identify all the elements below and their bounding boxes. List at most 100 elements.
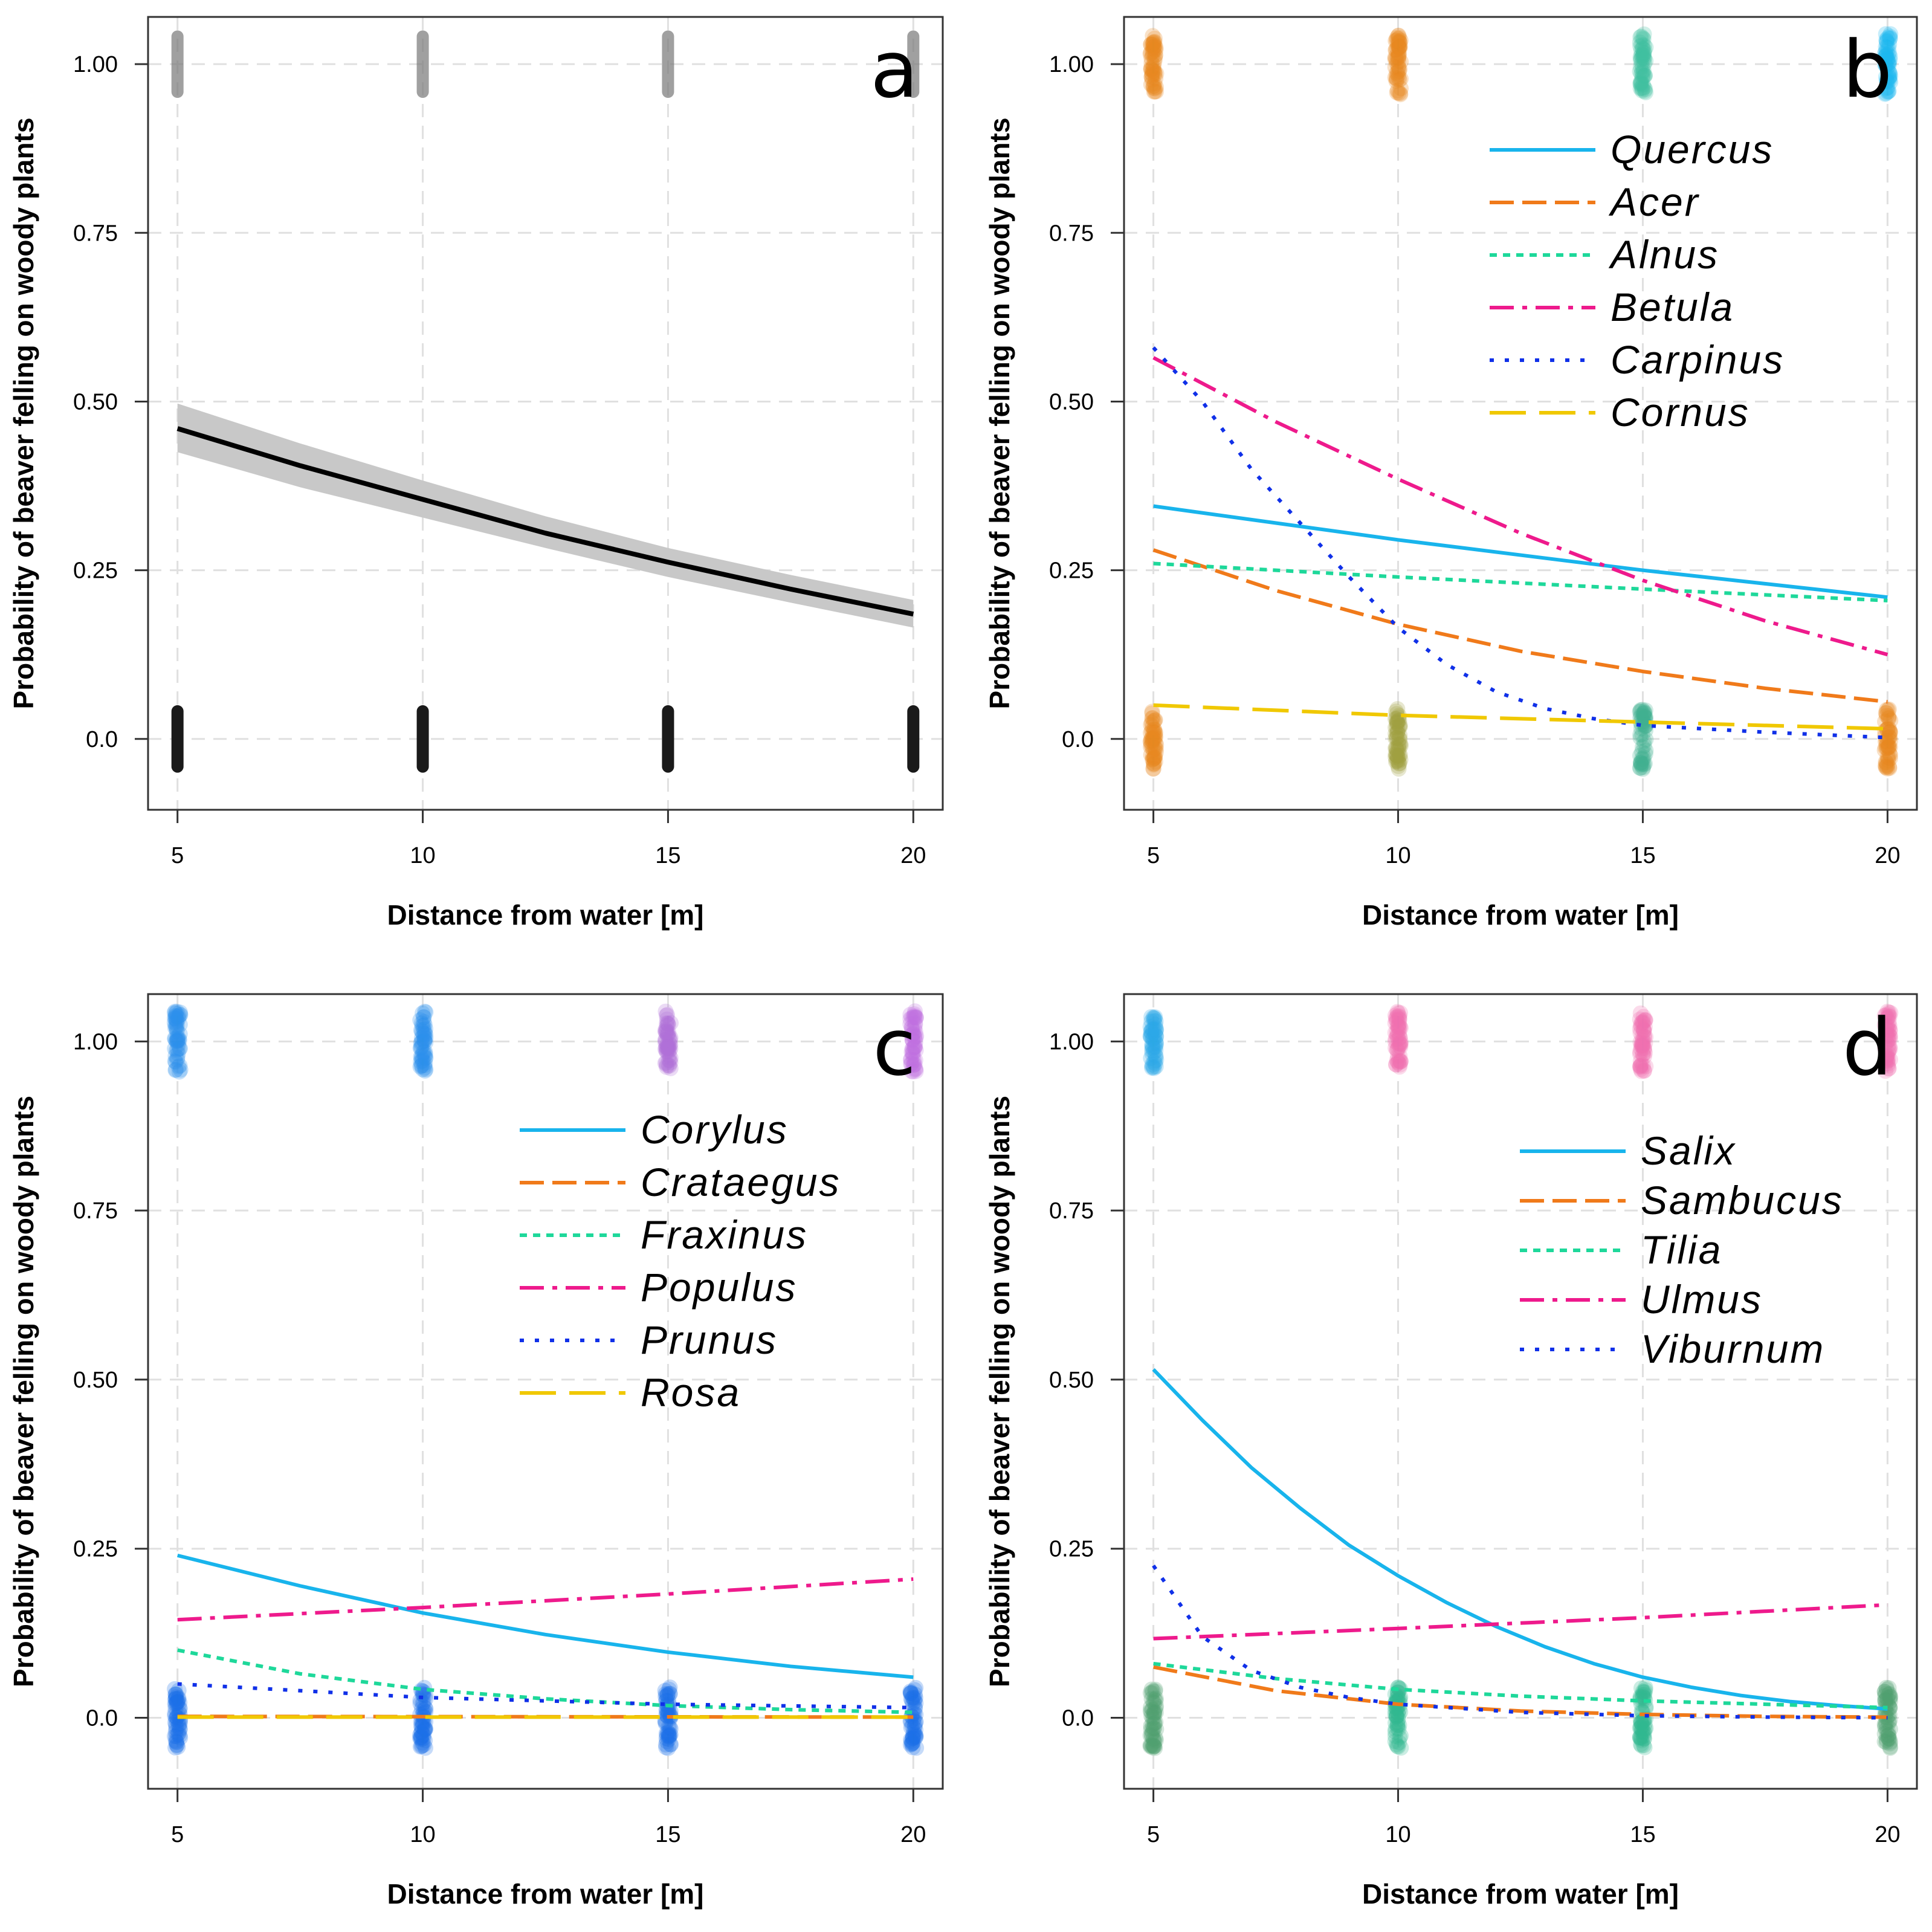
observation-point <box>1389 85 1405 101</box>
observation-point <box>1387 49 1403 65</box>
observation-point <box>1636 737 1652 754</box>
observation-point <box>1632 1025 1649 1041</box>
observation-point <box>1144 1728 1160 1745</box>
observation-point <box>1145 732 1161 749</box>
observation-point <box>1636 45 1652 61</box>
observation-point <box>1636 749 1652 766</box>
observation-point <box>172 1720 188 1737</box>
observation-point <box>1143 69 1160 85</box>
observation-point <box>1878 757 1894 774</box>
observation-point <box>1146 1044 1162 1060</box>
observation-point <box>908 1028 925 1044</box>
observation-point <box>1633 1035 1650 1051</box>
observation-point <box>1147 1683 1163 1699</box>
observation-point <box>1877 714 1893 730</box>
observation-point <box>417 1740 433 1756</box>
observation-point <box>1882 1038 1898 1055</box>
observation-point <box>170 1716 187 1733</box>
observation-point <box>1882 48 1898 65</box>
observation-point <box>1391 1681 1407 1697</box>
legend-label: Viburnum <box>1641 1326 1825 1371</box>
observation-point <box>167 1007 184 1024</box>
observation-point <box>1146 1705 1163 1722</box>
observation-point <box>413 1039 430 1055</box>
observation-point <box>1392 1689 1409 1705</box>
observation-point <box>1878 1048 1895 1065</box>
x-tick-label: 5 <box>171 1822 184 1847</box>
observation-point <box>1634 1717 1650 1733</box>
observation-point <box>902 1685 919 1702</box>
observation-point <box>1636 26 1652 42</box>
observation-point <box>1636 705 1652 722</box>
observation-point <box>1146 1710 1162 1726</box>
observation-point <box>1879 721 1895 737</box>
observation-point <box>1392 40 1408 56</box>
observation-point <box>1632 59 1649 75</box>
observation-point <box>418 1026 434 1042</box>
observation-point <box>661 1037 677 1053</box>
observation-point <box>907 1039 923 1055</box>
observation-point <box>1389 1048 1406 1064</box>
observation-point <box>1633 1019 1649 1035</box>
observation-point <box>1147 1019 1163 1036</box>
observation-point <box>1636 1739 1653 1756</box>
observation-point <box>1634 1038 1650 1054</box>
observation-point <box>1388 711 1404 727</box>
observation-point <box>1388 1031 1404 1047</box>
observation-point <box>412 1059 428 1075</box>
observation-point <box>1143 1029 1159 1045</box>
series-line-acer <box>1152 548 1888 704</box>
series-line-quercus <box>1153 504 1888 599</box>
x-tick-label: 5 <box>171 843 184 868</box>
observation-point <box>1881 759 1898 775</box>
observation-point <box>660 1043 676 1059</box>
observation-point <box>660 1686 676 1702</box>
y-tick-label: 0.75 <box>1049 1198 1094 1224</box>
observation-point <box>1879 1010 1895 1027</box>
observation-point <box>1142 46 1158 62</box>
observation-point <box>1637 1679 1653 1696</box>
observation-point <box>659 1015 676 1032</box>
observation-point <box>1633 80 1650 96</box>
observation-point <box>1388 703 1404 720</box>
observation-point <box>1143 1737 1160 1754</box>
observation-point <box>658 1739 674 1756</box>
observation-point <box>167 1010 183 1026</box>
y-tick-label: 0.50 <box>73 389 118 415</box>
observation-point <box>1879 51 1895 68</box>
observation-point <box>1391 49 1407 65</box>
observation-point <box>906 1710 922 1727</box>
observation-point <box>1146 1706 1162 1722</box>
observation-point <box>657 1715 674 1731</box>
observation-point <box>1389 1023 1405 1039</box>
observation-point <box>417 1062 433 1079</box>
observation-point <box>1636 1028 1652 1044</box>
observation-band-one <box>662 30 674 98</box>
observation-point <box>905 1727 921 1743</box>
observation-point <box>907 1003 923 1019</box>
observation-point <box>1148 737 1165 753</box>
observation-point <box>169 1009 186 1025</box>
observation-point <box>1389 1714 1406 1730</box>
observation-point <box>1391 718 1407 734</box>
observation-point <box>1146 1731 1162 1748</box>
observation-point <box>1148 1036 1164 1053</box>
legend-label: Fraxinus <box>641 1212 808 1257</box>
observation-point <box>1882 52 1898 68</box>
observation-point <box>1146 30 1163 47</box>
observation-point <box>172 1007 188 1023</box>
series-line-sambucus <box>1153 1665 1888 1719</box>
observation-point <box>1636 79 1652 95</box>
plot-frame <box>147 16 944 811</box>
observation-point <box>1876 1725 1893 1742</box>
x-tick-label: 5 <box>1147 1822 1160 1847</box>
observation-point <box>1147 1016 1163 1033</box>
observation-point <box>1635 1009 1652 1025</box>
observation-point <box>1878 48 1894 64</box>
observation-point <box>905 1048 921 1064</box>
observation-point <box>1878 57 1894 74</box>
observation-point <box>1634 83 1650 99</box>
observation-point <box>171 1041 187 1057</box>
observation-point <box>658 1040 674 1056</box>
observation-point <box>1145 751 1161 767</box>
